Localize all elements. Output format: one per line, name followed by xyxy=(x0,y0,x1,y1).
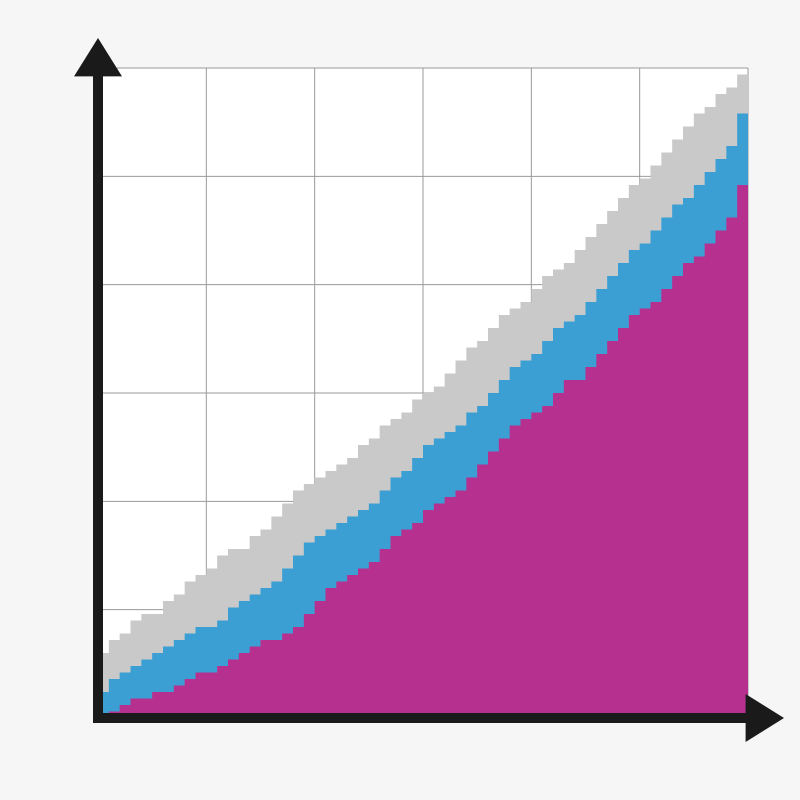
stepped-area-chart xyxy=(0,0,800,800)
chart-container: { "chart": { "type": "area", "background… xyxy=(0,0,800,800)
